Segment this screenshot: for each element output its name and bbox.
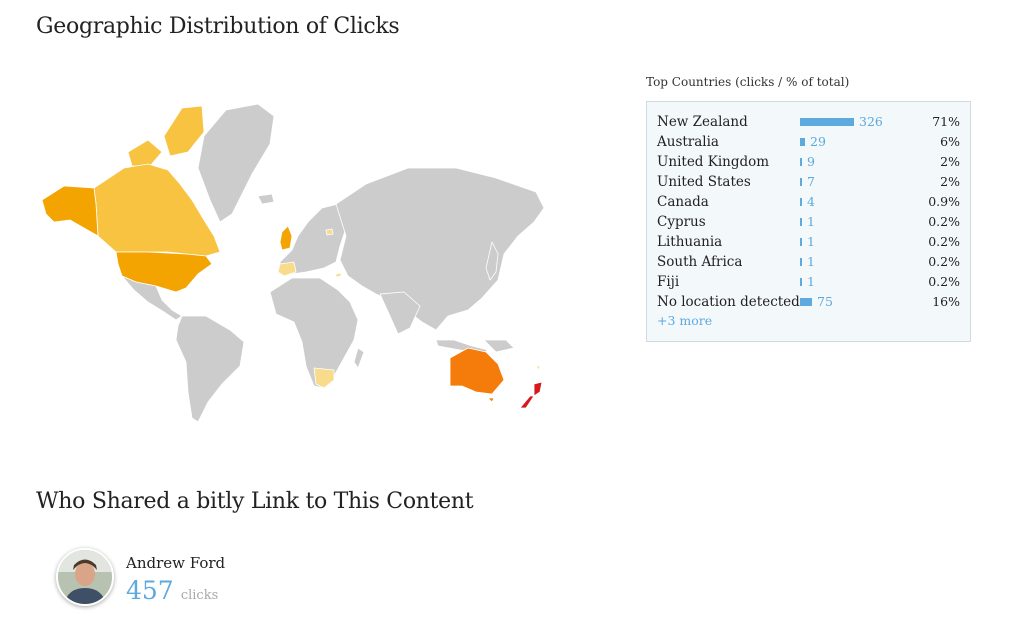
country-clicks-bar bbox=[800, 298, 812, 306]
country-percent: 6% bbox=[940, 134, 960, 149]
map-country-russia-asia bbox=[335, 167, 545, 331]
map-country-japan bbox=[485, 241, 499, 281]
country-row[interactable]: Cyprus 1 0.2% bbox=[657, 212, 960, 232]
map-country-africa bbox=[269, 277, 359, 389]
map-country-fiji bbox=[535, 365, 541, 371]
country-percent: 71% bbox=[932, 114, 960, 129]
country-clicks-count: 75 bbox=[817, 294, 833, 309]
map-country-cyprus bbox=[335, 272, 342, 278]
country-clicks-count: 9 bbox=[807, 154, 815, 169]
sharer-clicks-count: 457 bbox=[126, 576, 174, 605]
country-name: Cyprus bbox=[657, 214, 706, 230]
country-clicks-bar bbox=[800, 118, 854, 126]
world-map[interactable] bbox=[36, 96, 548, 426]
country-row[interactable]: New Zealand 326 71% bbox=[657, 112, 960, 132]
country-percent: 0.2% bbox=[928, 274, 960, 289]
country-clicks-bar bbox=[800, 218, 802, 226]
more-countries-link[interactable]: +3 more bbox=[657, 313, 713, 328]
country-percent: 0.2% bbox=[928, 234, 960, 249]
map-country-madagascar bbox=[353, 347, 365, 369]
country-percent: 0.9% bbox=[928, 194, 960, 209]
map-country-tasmania bbox=[487, 397, 495, 403]
country-name: Australia bbox=[657, 134, 719, 150]
country-clicks-bar bbox=[800, 158, 802, 166]
map-country-south-africa bbox=[313, 367, 335, 389]
country-clicks-count: 1 bbox=[807, 234, 815, 249]
country-name: Canada bbox=[657, 194, 709, 210]
top-countries-caption: Top Countries (clicks / % of total) bbox=[646, 75, 850, 89]
country-name: New Zealand bbox=[657, 114, 748, 130]
country-clicks-bar bbox=[800, 138, 805, 146]
country-clicks-count: 7 bbox=[807, 174, 815, 189]
sharer-name[interactable]: Andrew Ford bbox=[126, 554, 226, 572]
country-row[interactable]: Lithuania 1 0.2% bbox=[657, 232, 960, 252]
country-row[interactable]: Australia 29 6% bbox=[657, 132, 960, 152]
country-row[interactable]: Fiji 1 0.2% bbox=[657, 272, 960, 292]
avatar[interactable] bbox=[56, 548, 114, 606]
country-name: Fiji bbox=[657, 274, 680, 290]
map-country-canada bbox=[93, 163, 221, 257]
country-name: United Kingdom bbox=[657, 154, 770, 170]
country-clicks-count: 326 bbox=[859, 114, 883, 129]
map-country-papua bbox=[483, 339, 515, 353]
country-clicks-count: 1 bbox=[807, 214, 815, 229]
country-clicks-bar bbox=[800, 238, 802, 246]
country-row[interactable]: United Kingdom 9 2% bbox=[657, 152, 960, 172]
country-row[interactable]: United States 7 2% bbox=[657, 172, 960, 192]
country-clicks-bar bbox=[800, 278, 802, 286]
country-clicks-count: 1 bbox=[807, 254, 815, 269]
map-country-canada-islands bbox=[163, 105, 205, 157]
map-country-south-america bbox=[175, 315, 245, 423]
map-country-iceland bbox=[257, 193, 275, 205]
map-country-new-zealand bbox=[533, 381, 543, 397]
sharer-clicks-label: clicks bbox=[180, 588, 219, 603]
avatar-photo-icon bbox=[58, 550, 112, 604]
map-country-uk bbox=[279, 225, 293, 251]
country-row[interactable]: Canada 4 0.9% bbox=[657, 192, 960, 212]
country-row[interactable]: No location detected 75 16% bbox=[657, 292, 960, 312]
country-percent: 0.2% bbox=[928, 254, 960, 269]
map-country-spain bbox=[277, 261, 297, 277]
country-clicks-count: 1 bbox=[807, 274, 815, 289]
country-clicks-bar bbox=[800, 178, 802, 186]
country-name: South Africa bbox=[657, 254, 743, 270]
country-clicks-count: 29 bbox=[810, 134, 826, 149]
map-country-india bbox=[379, 291, 421, 335]
geo-section-title: Geographic Distribution of Clicks bbox=[36, 14, 400, 39]
sharer-clicks: 457 clicks bbox=[126, 576, 218, 605]
map-country-lithuania bbox=[325, 228, 334, 236]
country-name: No location detected bbox=[657, 294, 800, 310]
country-clicks-bar bbox=[800, 258, 802, 266]
country-clicks-bar bbox=[800, 198, 802, 206]
map-country-greenland bbox=[197, 103, 275, 223]
country-percent: 2% bbox=[940, 174, 960, 189]
top-countries-table: +3 more New Zealand 326 71% Australia 29 6% Un… bbox=[646, 101, 971, 342]
shared-section-title: Who Shared a bitly Link to This Content bbox=[36, 489, 474, 514]
country-name: United States bbox=[657, 174, 751, 190]
sharer-item[interactable]: Andrew Ford 457 clicks bbox=[54, 548, 454, 608]
country-name: Lithuania bbox=[657, 234, 723, 250]
country-percent: 16% bbox=[932, 294, 960, 309]
map-country-alaska bbox=[41, 185, 99, 237]
country-clicks-count: 4 bbox=[807, 194, 815, 209]
map-country-europe bbox=[279, 203, 347, 275]
map-country-new-zealand-south bbox=[519, 395, 535, 409]
map-country-australia bbox=[449, 347, 505, 395]
map-country-canada-islands-2 bbox=[127, 139, 163, 167]
country-row[interactable]: South Africa 1 0.2% bbox=[657, 252, 960, 272]
country-percent: 0.2% bbox=[928, 214, 960, 229]
country-percent: 2% bbox=[940, 154, 960, 169]
